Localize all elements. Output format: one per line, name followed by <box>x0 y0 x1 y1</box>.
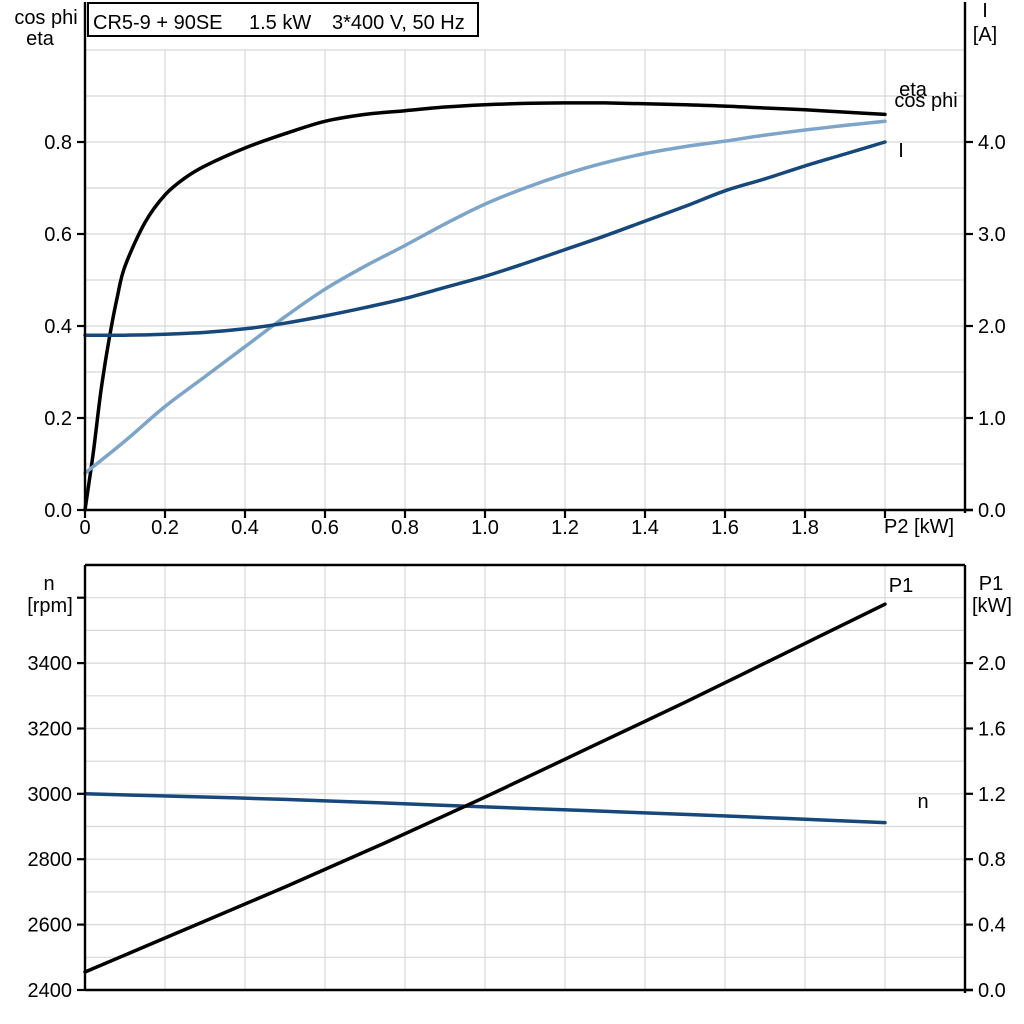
x-tick-label: 1.4 <box>631 517 659 539</box>
current-curve-label: I <box>898 140 904 162</box>
cos-phi-curve <box>83 119 887 475</box>
x-tick-label: 1.0 <box>471 517 499 539</box>
right-tick-label: 3.0 <box>978 224 1006 246</box>
left-tick-label: 0.6 <box>44 224 72 246</box>
x-tick-label: 0 <box>79 517 90 539</box>
left-tick-label: 3000 <box>28 784 73 806</box>
left-tick-label: 0.4 <box>44 316 72 338</box>
p1-curve-label: P1 <box>889 575 913 597</box>
gridlines <box>85 49 965 510</box>
I-curve <box>83 140 887 337</box>
right-tick-label: 2.0 <box>978 316 1006 338</box>
right-tick-label: 1.0 <box>978 408 1006 430</box>
x-axis-label: P2 [kW] <box>884 516 954 538</box>
bottom-left-axis-label-line2: [rpm] <box>27 595 73 617</box>
top-right-axis-label-line1: I <box>982 0 988 22</box>
left-tick-label: 3400 <box>28 653 73 675</box>
right-tick-label: 0.8 <box>978 849 1006 871</box>
cos-phi-curve-label: cos phi <box>894 90 957 112</box>
tick-labels: 0 0.2 0.4 0.6 0.8 1.0 1.2 1.4 1.6 1.8 0.0 0.2 0.4 0.6… <box>44 132 1006 539</box>
x-tick-label: 0.2 <box>151 517 179 539</box>
x-tick-label: 0.6 <box>311 517 339 539</box>
title-voltage: 3*400 V, 50 Hz <box>332 12 465 34</box>
right-tick-label: 0.0 <box>978 980 1006 1002</box>
right-tick-label: 1.6 <box>978 719 1006 741</box>
x-tick-label: 0.8 <box>391 517 419 539</box>
left-tick-label: 3200 <box>28 719 73 741</box>
title-model: CR5-9 + 90SE <box>93 12 223 34</box>
title-power: 1.5 kW <box>249 12 311 34</box>
bottom-right-axis-label-line1: P1 <box>979 573 1003 595</box>
x-tick-label: 0.4 <box>231 517 259 539</box>
top-right-axis-label-line2: [A] <box>973 24 997 46</box>
left-tick-label: 0.8 <box>44 132 72 154</box>
left-tick-label: 0.2 <box>44 408 72 430</box>
tick-labels: 2400 2600 2800 3000 3200 3400 0.0 0.4 0.8 1.2 1.6 2… <box>28 653 1006 1002</box>
right-tick-label: 0.0 <box>978 500 1006 522</box>
eta-curve-label: eta <box>899 79 928 101</box>
axes <box>83 563 973 993</box>
P1-curve <box>83 602 887 974</box>
title-box: CR5-9 + 90SE 1.5 kW 3*400 V, 50 Hz <box>87 2 479 37</box>
bottom-left-axis-label-line1: n <box>43 573 54 595</box>
right-tick-label: 1.2 <box>978 784 1006 806</box>
chart-title: CR5-9 + 90SE 1.5 kW 3*400 V, 50 Hz <box>93 12 465 34</box>
top-left-axis-label-line1: cos phi <box>14 7 77 29</box>
right-tick-label: 4.0 <box>978 132 1006 154</box>
bottom-right-axis-label-line2: [kW] <box>972 595 1012 617</box>
top-chart: 0 0.2 0.4 0.6 0.8 1.0 1.2 1.4 1.6 1.8 0.0 0.2 0.4 0.6… <box>44 2 1006 539</box>
left-tick-label: 2800 <box>28 849 73 871</box>
bottom-chart: 2400 2600 2800 3000 3200 3400 0.0 0.4 0.8 1.2 1.6 2… <box>28 563 1006 1002</box>
eta-curve <box>83 101 887 512</box>
x-tick-label: 1.8 <box>791 517 819 539</box>
title-box-frame <box>87 2 479 37</box>
gridlines <box>85 565 965 990</box>
top-left-axis-label-line2: eta <box>26 28 55 50</box>
right-tick-label: 0.4 <box>978 915 1006 937</box>
axes <box>83 2 973 513</box>
ticks <box>77 140 973 518</box>
left-tick-label: 0.0 <box>44 500 72 522</box>
x-tick-label: 1.2 <box>551 517 579 539</box>
n-curve <box>83 792 887 825</box>
ticks <box>77 596 973 992</box>
x-tick-label: 1.6 <box>711 517 739 539</box>
right-tick-label: 2.0 <box>978 653 1006 675</box>
left-tick-label: 2400 <box>28 980 73 1002</box>
n-curve-label: n <box>917 791 928 813</box>
left-tick-label: 2600 <box>28 915 73 937</box>
